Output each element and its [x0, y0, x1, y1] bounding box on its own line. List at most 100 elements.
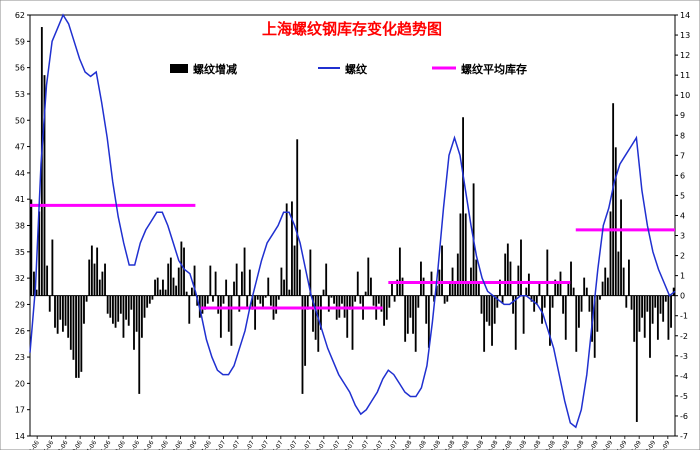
bar: [572, 287, 575, 296]
bar: [275, 295, 278, 314]
bar: [277, 295, 280, 300]
bar: [612, 103, 615, 296]
bar: [359, 295, 362, 304]
y-right-tick-label: -1: [680, 312, 688, 321]
x-tick-label: 01-01-09: [580, 439, 600, 450]
x-tick-label: 06-22-06: [107, 439, 127, 450]
x-tick-label: 12-04-08: [566, 439, 586, 450]
bar-series-change: [30, 27, 675, 422]
bar: [167, 263, 170, 296]
x-tick-label: 07-17-08: [494, 439, 514, 450]
bar: [535, 295, 538, 304]
bar: [267, 277, 270, 296]
y-axis-left: 14 17 20 23 26 29 32 35 38 41 44 47 50 53 56 59 62: [15, 11, 30, 441]
bar: [493, 295, 496, 324]
bar: [583, 277, 586, 296]
bar: [125, 295, 128, 320]
bar: [64, 295, 67, 326]
x-tick-label: 11-08-07: [365, 439, 385, 450]
x-tick-label: 04-26-07: [265, 439, 285, 450]
bar: [90, 245, 93, 296]
bar: [341, 295, 343, 304]
y-right-tick-label: 10: [680, 91, 690, 100]
y-right-tick-label: 4: [680, 211, 685, 220]
bar: [143, 295, 146, 318]
y-right-tick-label: 5: [680, 191, 685, 200]
x-tick-label: 04-24-08: [451, 439, 471, 450]
line-series-rebar: [29, 13, 676, 429]
x-tick-label: 03-26-09: [623, 439, 643, 450]
y-right-tick-label: 12: [680, 51, 690, 60]
bar: [622, 267, 625, 296]
bar: [209, 265, 212, 296]
x-tick-label: 07-20-07: [308, 439, 328, 450]
bar: [425, 295, 428, 324]
bar: [151, 295, 154, 300]
bar: [243, 247, 246, 296]
bar: [317, 295, 320, 352]
bar: [654, 295, 657, 308]
bar: [235, 263, 238, 296]
bar: [264, 295, 267, 298]
bar: [201, 295, 204, 314]
bar: [435, 285, 438, 296]
bar: [551, 295, 554, 308]
y-right-tick-label: 7: [680, 151, 685, 160]
bar: [33, 271, 35, 296]
bar: [496, 295, 499, 308]
bar: [383, 295, 386, 326]
bar: [543, 295, 546, 308]
bar: [206, 295, 209, 304]
bar: [541, 295, 543, 324]
bar: [464, 213, 467, 296]
bar: [391, 283, 393, 296]
bar: [72, 295, 75, 360]
bar: [248, 269, 251, 296]
bar: [190, 287, 193, 296]
bar: [180, 241, 183, 296]
bar: [114, 295, 117, 328]
bar: [667, 295, 670, 340]
bar: [327, 295, 330, 312]
bar: [251, 295, 254, 310]
y-left-tick-label: 17: [15, 406, 25, 415]
x-tick-label: 03-27-08: [437, 439, 457, 450]
bar: [556, 283, 559, 296]
bar: [51, 239, 54, 296]
bar: [346, 295, 349, 338]
bar: [525, 287, 528, 296]
bar: [133, 295, 135, 350]
bar: [56, 295, 59, 334]
x-tick-label: 08-17-06: [136, 439, 156, 450]
bar: [509, 261, 512, 296]
y-right-tick-label: 11: [680, 71, 690, 80]
x-tick-label: 10-11-07: [351, 439, 371, 450]
bar: [656, 295, 659, 340]
bar: [109, 295, 112, 318]
y-right-tick-label: -7: [680, 432, 688, 441]
bar: [254, 295, 257, 330]
y-right-tick-label: 8: [680, 131, 685, 140]
bar: [314, 295, 317, 340]
x-tick-label: 11-09-06: [179, 439, 199, 450]
bar: [306, 295, 309, 310]
bar: [554, 279, 557, 296]
y-right-tick-label: 14: [680, 11, 690, 20]
bar: [475, 259, 478, 296]
bar: [30, 199, 33, 296]
bar: [88, 259, 91, 296]
y-left-tick-label: 44: [15, 169, 25, 178]
bar: [646, 295, 649, 312]
y-left-tick-label: 32: [15, 274, 25, 283]
bar: [48, 295, 51, 312]
bar: [298, 269, 301, 296]
bar: [380, 295, 383, 312]
bar: [628, 259, 630, 296]
bar: [409, 295, 412, 318]
x-tick-label: 03-30-06: [64, 439, 84, 450]
x-tick-label: 10-13-06: [165, 439, 185, 450]
bar: [377, 295, 380, 304]
bar: [104, 263, 106, 296]
bar: [93, 263, 96, 296]
